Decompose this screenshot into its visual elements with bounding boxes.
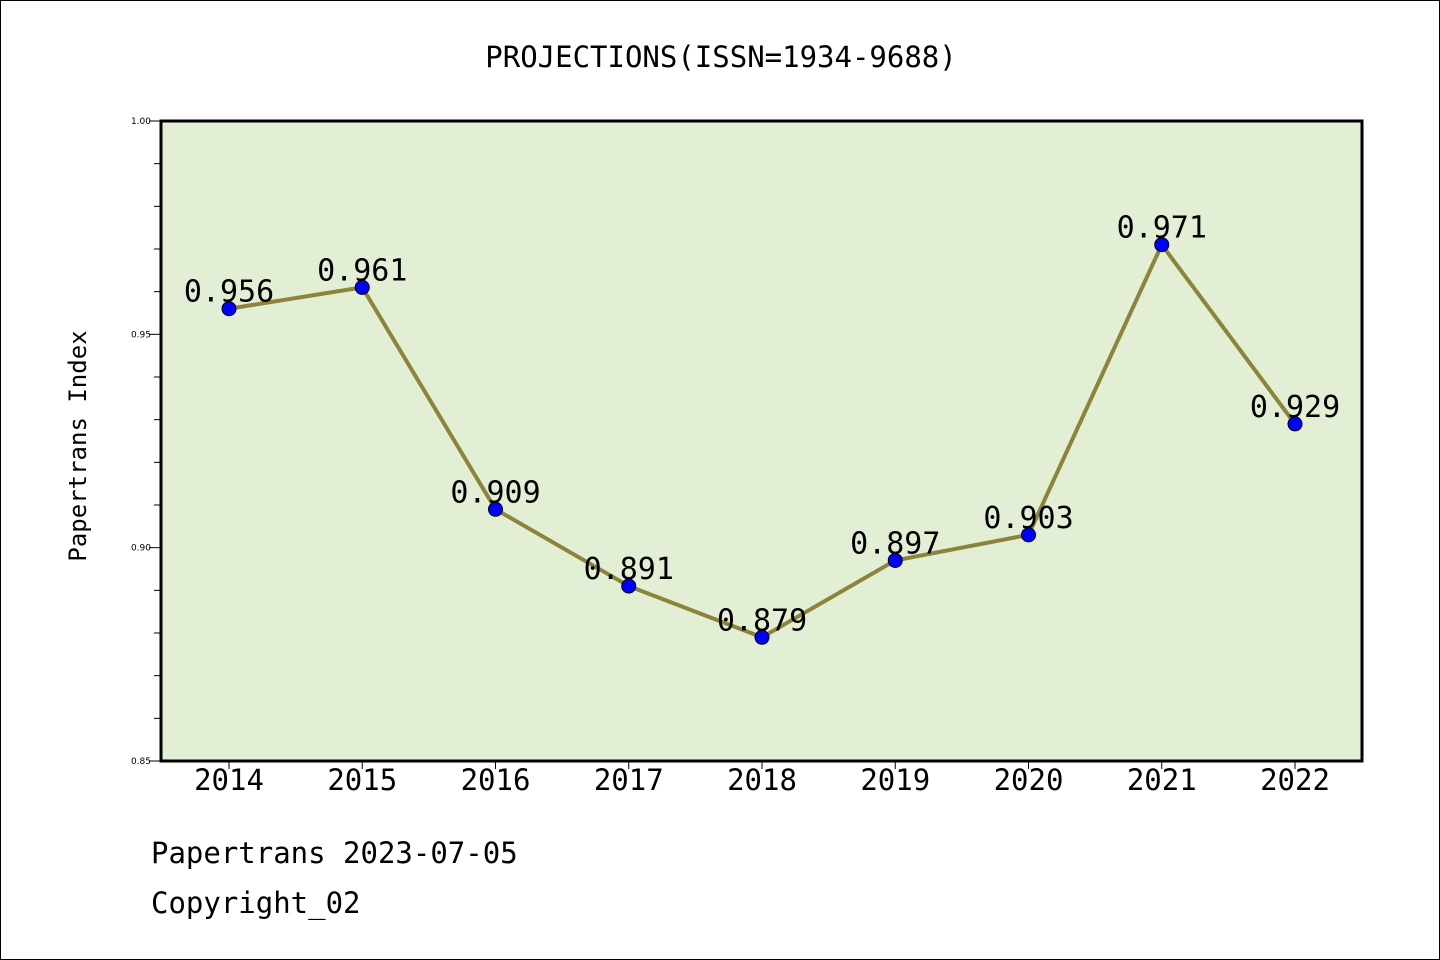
x-tick-label: 2017: [594, 763, 664, 797]
data-point: [621, 578, 637, 594]
chart-title: PROJECTIONS(ISSN=1934-9688): [485, 40, 956, 74]
data-label: 0.909: [450, 475, 540, 510]
data-label-group: 0.956 0.961 0.909 0.891 0.879 0.897 0.903 0.971…: [184, 211, 1340, 639]
x-tick-label: 2020: [994, 763, 1064, 797]
y-tick-label: 0.85: [131, 757, 151, 767]
data-label: 0.961: [317, 253, 407, 288]
x-tick-label: 2022: [1260, 763, 1330, 797]
plot-frame: [159, 119, 1364, 763]
data-label: 0.897: [850, 526, 940, 561]
data-point: [1287, 416, 1303, 432]
x-tick-label: 2015: [327, 763, 397, 797]
footer-date: Papertrans 2023-07-05: [151, 836, 518, 870]
series-line-group: [221, 237, 1303, 645]
y-axis: 0.85 0.90 0.95 1.00: [131, 117, 161, 767]
data-point: [488, 501, 503, 517]
y-tick-label: 0.90: [131, 544, 151, 554]
footer-copyright: Copyright_02: [151, 886, 361, 920]
x-tick-label: 2019: [860, 763, 930, 797]
data-label: 0.903: [983, 501, 1073, 536]
x-tick-label: 2018: [727, 763, 797, 797]
data-label: 0.929: [1250, 390, 1340, 425]
data-point: [1154, 237, 1170, 253]
data-label: 0.956: [184, 275, 274, 310]
data-point: [754, 629, 770, 645]
data-point: [1021, 527, 1036, 543]
x-tick-label: 2021: [1127, 763, 1197, 797]
data-label: 0.879: [717, 603, 807, 638]
y-tick-label: 0.95: [131, 330, 151, 340]
data-point: [354, 279, 370, 295]
data-point: [887, 552, 903, 568]
y-axis-title: Papertrans Index: [64, 330, 92, 561]
x-axis: 2014 2015 2016 2017 2018 2019 2020 2021 2022: [194, 761, 1330, 797]
x-tick-label: 2014: [194, 763, 264, 797]
data-label: 0.971: [1117, 211, 1207, 246]
data-label: 0.891: [584, 552, 674, 587]
y-tick-label: 1.00: [131, 117, 151, 127]
data-point: [221, 301, 237, 317]
x-tick-label: 2016: [461, 763, 531, 797]
plot-area: [161, 121, 1362, 761]
